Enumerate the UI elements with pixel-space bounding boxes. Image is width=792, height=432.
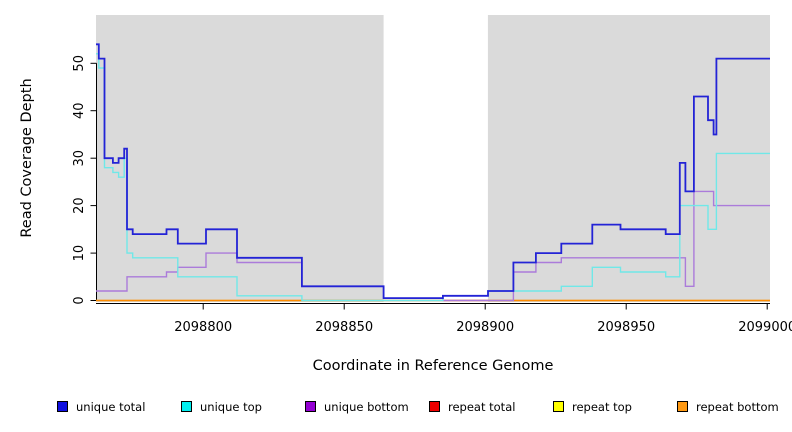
y-tick-label: 40 — [72, 102, 87, 119]
y-tick-label: 30 — [72, 150, 87, 167]
x-tick-label: 2098850 — [315, 320, 373, 335]
y-tick-label: 50 — [72, 55, 87, 72]
x-tick-label: 2098800 — [174, 320, 232, 335]
unique-top-line — [96, 53, 770, 302]
y-tick-label: 10 — [72, 245, 87, 262]
y-axis-title: Read Coverage Depth — [19, 78, 35, 238]
y-tick-label: 0 — [72, 296, 87, 304]
unique-total-line — [96, 43, 770, 299]
y-tick-label: 20 — [72, 197, 87, 214]
x-tick-label: 2099000 — [738, 320, 792, 335]
x-tick-label: 2098900 — [456, 320, 514, 335]
masked-region — [383, 15, 488, 302]
x-axis-title: Coordinate in Reference Genome — [312, 358, 554, 374]
x-tick-label: 2098950 — [597, 320, 655, 335]
